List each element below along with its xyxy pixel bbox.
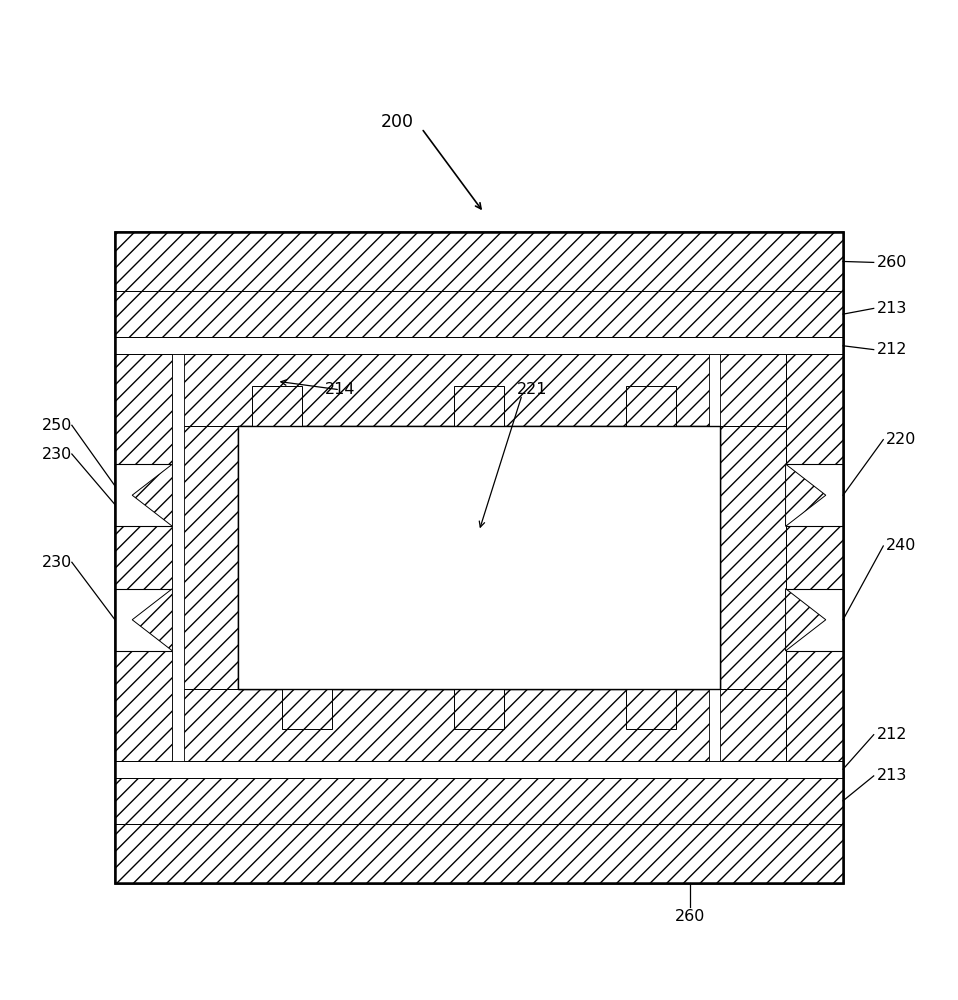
Bar	[115, 337, 843, 354]
Bar	[115, 464, 172, 526]
Bar	[720, 426, 786, 689]
Bar	[626, 386, 675, 426]
Text: 212: 212	[877, 342, 907, 357]
Bar	[115, 232, 843, 883]
Bar	[115, 232, 843, 291]
Text: 213: 213	[877, 301, 907, 316]
Bar	[454, 689, 504, 729]
Polygon shape	[132, 589, 172, 651]
Bar	[252, 386, 302, 426]
Bar	[172, 354, 184, 761]
Text: 212: 212	[877, 727, 907, 742]
Text: 240: 240	[886, 538, 917, 553]
Text: 220: 220	[886, 432, 917, 447]
Bar	[626, 689, 675, 729]
Polygon shape	[132, 464, 172, 526]
Text: 200: 200	[381, 113, 414, 131]
Bar	[238, 426, 720, 689]
Bar	[786, 589, 843, 651]
Text: 260: 260	[674, 909, 705, 924]
Bar	[417, 541, 541, 613]
Bar	[172, 689, 786, 761]
Bar	[115, 354, 172, 761]
Bar	[115, 232, 843, 883]
Text: 213: 213	[877, 768, 907, 783]
Polygon shape	[786, 464, 826, 526]
Bar	[115, 824, 843, 883]
Bar	[115, 778, 843, 824]
Text: 221: 221	[516, 382, 547, 397]
Bar	[115, 589, 172, 651]
Bar	[172, 426, 238, 689]
Polygon shape	[786, 589, 826, 651]
Text: 250: 250	[41, 418, 72, 433]
Text: 230: 230	[41, 447, 72, 462]
Bar	[172, 354, 786, 426]
Bar	[283, 689, 332, 729]
Text: 214: 214	[325, 382, 355, 397]
Bar	[238, 426, 720, 689]
Bar	[115, 761, 843, 778]
Bar	[115, 291, 843, 337]
Bar	[454, 386, 504, 426]
Bar	[786, 354, 843, 761]
Bar	[786, 464, 843, 526]
Text: 260: 260	[877, 255, 907, 270]
Bar	[709, 354, 720, 761]
Text: 230: 230	[41, 555, 72, 570]
